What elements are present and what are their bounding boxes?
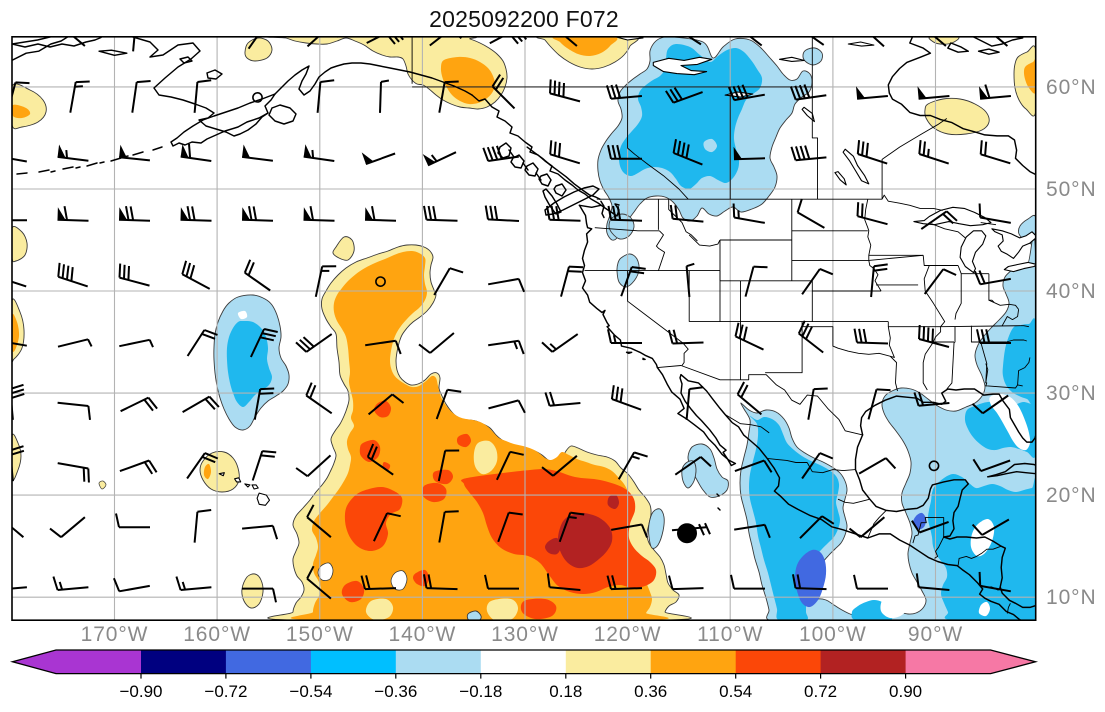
svg-text:0.54: 0.54 (719, 682, 752, 701)
svg-text:110°W: 110°W (697, 623, 763, 646)
svg-text:−0.72: −0.72 (204, 682, 247, 701)
svg-text:160°W: 160°W (183, 623, 251, 646)
svg-text:10°N: 10°N (1046, 586, 1097, 609)
svg-text:0.90: 0.90 (889, 682, 922, 701)
svg-text:30°N: 30°N (1046, 382, 1097, 405)
svg-text:0.72: 0.72 (804, 682, 837, 701)
svg-text:−0.54: −0.54 (289, 682, 332, 701)
svg-text:−0.18: −0.18 (459, 682, 502, 701)
svg-text:40°N: 40°N (1046, 280, 1097, 303)
svg-text:120°W: 120°W (594, 623, 662, 646)
svg-text:−0.36: −0.36 (374, 682, 417, 701)
svg-text:2025092200 F072: 2025092200 F072 (429, 6, 619, 32)
svg-text:0.18: 0.18 (549, 682, 582, 701)
svg-text:170°W: 170°W (81, 623, 149, 646)
svg-text:90°W: 90°W (908, 623, 963, 646)
svg-text:60°N: 60°N (1046, 76, 1097, 99)
svg-text:100°W: 100°W (799, 623, 867, 646)
svg-text:130°W: 130°W (491, 623, 559, 646)
svg-text:150°W: 150°W (286, 623, 354, 646)
svg-text:20°N: 20°N (1046, 484, 1097, 507)
svg-text:0.36: 0.36 (634, 682, 667, 701)
svg-text:−0.90: −0.90 (119, 682, 162, 701)
svg-text:50°N: 50°N (1046, 178, 1097, 201)
svg-text:140°W: 140°W (389, 623, 457, 646)
